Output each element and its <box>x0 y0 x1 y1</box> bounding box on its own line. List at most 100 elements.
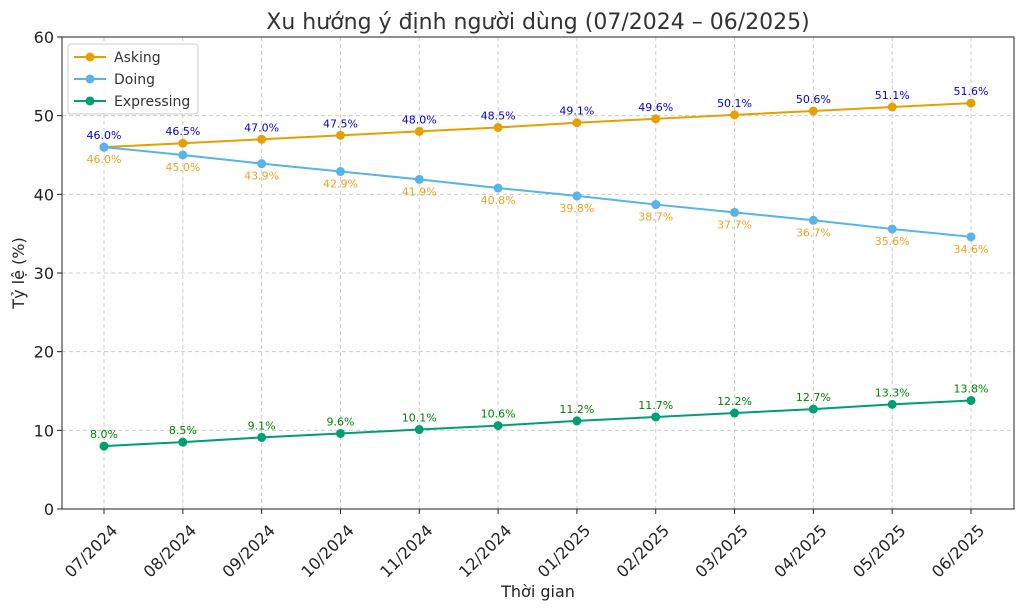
legend-box <box>67 43 199 115</box>
data-label: 49.6% <box>638 101 673 114</box>
series-doing <box>99 142 976 242</box>
x-tick-label: 06/2025 <box>928 521 988 581</box>
y-tick-label: 20 <box>34 343 54 362</box>
legend-label: Asking <box>114 50 161 66</box>
data-point <box>887 224 897 234</box>
data-point <box>730 110 740 120</box>
y-tick-label: 10 <box>34 421 54 440</box>
legend-marker <box>85 74 95 84</box>
x-tick-label: 03/2025 <box>691 521 751 581</box>
data-label: 46.5% <box>165 125 200 138</box>
data-label: 46.0% <box>87 153 122 166</box>
legend-item-asking: Asking <box>74 50 161 66</box>
legend: Asking Doing Expressing <box>67 43 199 115</box>
y-tick-label: 0 <box>44 500 54 519</box>
data-point <box>966 395 976 405</box>
data-point <box>808 215 818 225</box>
data-point <box>335 167 345 177</box>
y-tick-label: 30 <box>34 264 54 283</box>
data-label: 51.6% <box>954 85 989 98</box>
legend-label: Doing <box>114 72 155 88</box>
data-point <box>99 142 109 152</box>
data-label: 10.6% <box>481 408 516 421</box>
series-expressing <box>99 395 976 451</box>
data-label: 48.0% <box>402 113 437 126</box>
data-point <box>493 421 503 431</box>
y-tick-label: 40 <box>34 185 54 204</box>
data-point <box>572 191 582 201</box>
data-label: 50.6% <box>796 93 831 106</box>
data-label: 12.7% <box>796 391 831 404</box>
x-tick-label: 12/2024 <box>455 521 515 581</box>
data-point <box>414 425 424 435</box>
legend-label: Expressing <box>114 94 190 110</box>
x-axis-label: Thời gian <box>500 582 575 601</box>
data-label: 43.9% <box>244 170 279 183</box>
data-label: 49.1% <box>559 105 594 118</box>
data-point <box>887 102 897 112</box>
data-point <box>808 404 818 414</box>
data-label: 47.5% <box>323 117 358 130</box>
data-point <box>887 399 897 409</box>
legend-item-doing: Doing <box>74 72 155 88</box>
data-label: 8.5% <box>169 424 197 437</box>
data-label: 9.1% <box>248 419 276 432</box>
data-point <box>966 98 976 108</box>
grid <box>62 36 1014 509</box>
data-point <box>572 416 582 426</box>
data-point <box>493 183 503 193</box>
data-label: 48.5% <box>481 109 516 122</box>
legend-marker <box>85 96 95 106</box>
data-point <box>178 437 188 447</box>
data-label: 39.8% <box>559 202 594 215</box>
x-tick-label: 08/2024 <box>140 521 200 581</box>
chart-title: Xu hướng ý định người dùng (07/2024 – 06… <box>266 10 809 35</box>
y-tick-label: 50 <box>34 107 54 126</box>
data-point <box>178 138 188 148</box>
plot-frame <box>61 36 1015 510</box>
data-label: 34.6% <box>954 243 989 256</box>
x-tick-label: 09/2024 <box>219 521 279 581</box>
series-line <box>103 399 972 448</box>
data-point <box>257 134 267 144</box>
data-label: 36.7% <box>796 226 831 239</box>
data-point <box>257 159 267 169</box>
x-tick-label: 04/2025 <box>770 521 830 581</box>
series-asking <box>99 98 976 152</box>
data-point <box>651 200 661 210</box>
data-label: 38.7% <box>638 211 673 224</box>
data-label: 51.1% <box>875 89 910 102</box>
data-label: 42.9% <box>323 178 358 191</box>
data-point <box>335 130 345 140</box>
data-label: 46.0% <box>87 129 122 142</box>
data-point <box>966 232 976 242</box>
series-line <box>103 102 972 149</box>
series-group <box>99 98 976 451</box>
data-label: 11.2% <box>559 403 594 416</box>
data-label: 12.2% <box>717 395 752 408</box>
data-point <box>493 122 503 132</box>
x-tick-label: 05/2025 <box>849 521 909 581</box>
data-label: 47.0% <box>244 121 279 134</box>
data-label: 50.1% <box>717 97 752 110</box>
data-labels: 46.0% 46.5% 47.0% 47.5% 48.0% 48.5% 49.1% 49.6%… <box>87 85 989 441</box>
data-label: 10.1% <box>402 412 437 425</box>
legend-item-expressing: Expressing <box>74 94 190 110</box>
x-tick-label: 02/2025 <box>613 521 673 581</box>
data-point <box>808 106 818 116</box>
data-label: 45.0% <box>165 161 200 174</box>
data-label: 41.9% <box>402 185 437 198</box>
data-label: 11.7% <box>638 399 673 412</box>
data-label: 9.6% <box>326 415 354 428</box>
data-label: 13.3% <box>875 386 910 399</box>
data-point <box>257 432 267 442</box>
x-tick-label: 10/2024 <box>297 521 357 581</box>
data-point <box>651 114 661 124</box>
series-line <box>103 146 972 238</box>
data-label: 37.7% <box>717 218 752 231</box>
y-axis-label: Tỷ lệ (%) <box>9 237 28 309</box>
data-point <box>572 118 582 128</box>
data-label: 13.8% <box>954 382 989 395</box>
data-point <box>414 126 424 136</box>
